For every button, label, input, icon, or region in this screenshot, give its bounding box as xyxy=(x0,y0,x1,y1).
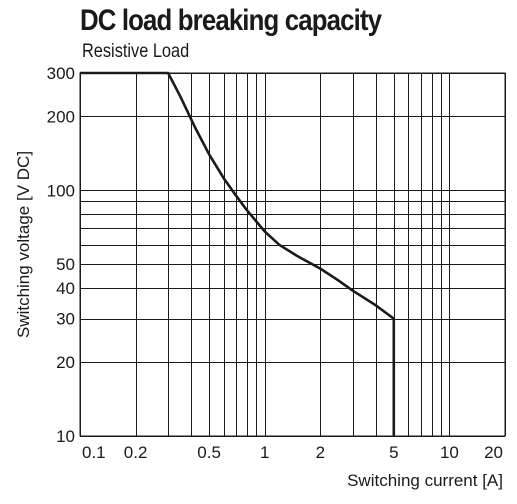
y-tick-label: 10 xyxy=(56,427,75,446)
y-tick-label: 200 xyxy=(47,107,75,126)
x-tick-label: 0.1 xyxy=(82,443,106,462)
y-tick-label: 30 xyxy=(56,310,75,329)
chart-title: DC load breaking capacity xyxy=(80,4,382,37)
series-line xyxy=(80,71,396,436)
x-tick-label: 10 xyxy=(440,443,459,462)
x-axis-label: Switching current [A] xyxy=(347,471,503,490)
x-tick-label: 1 xyxy=(260,443,269,462)
plot-frame xyxy=(79,72,506,437)
y-tick-label: 20 xyxy=(56,353,75,372)
y-tick-label: 40 xyxy=(56,279,75,298)
x-tick-label: 5 xyxy=(389,443,398,462)
y-tick-label: 100 xyxy=(47,181,75,200)
tick-labels: 0.1 0.2 0.5 1 2 5 10 20 10 20 30 40 50 100 200 300 xyxy=(47,64,503,462)
y-axis-label: Switching voltage [V DC] xyxy=(14,151,33,338)
y-tick-label: 300 xyxy=(47,64,75,83)
chart-subtitle: Resistive Load xyxy=(82,41,190,62)
series-layer xyxy=(80,71,396,436)
x-tick-label: 20 xyxy=(484,443,503,462)
x-tick-label: 2 xyxy=(316,443,325,462)
y-tick-label: 50 xyxy=(56,255,75,274)
grid-lines xyxy=(80,73,506,437)
x-tick-label: 0.2 xyxy=(124,443,148,462)
x-tick-label: 0.5 xyxy=(197,443,221,462)
